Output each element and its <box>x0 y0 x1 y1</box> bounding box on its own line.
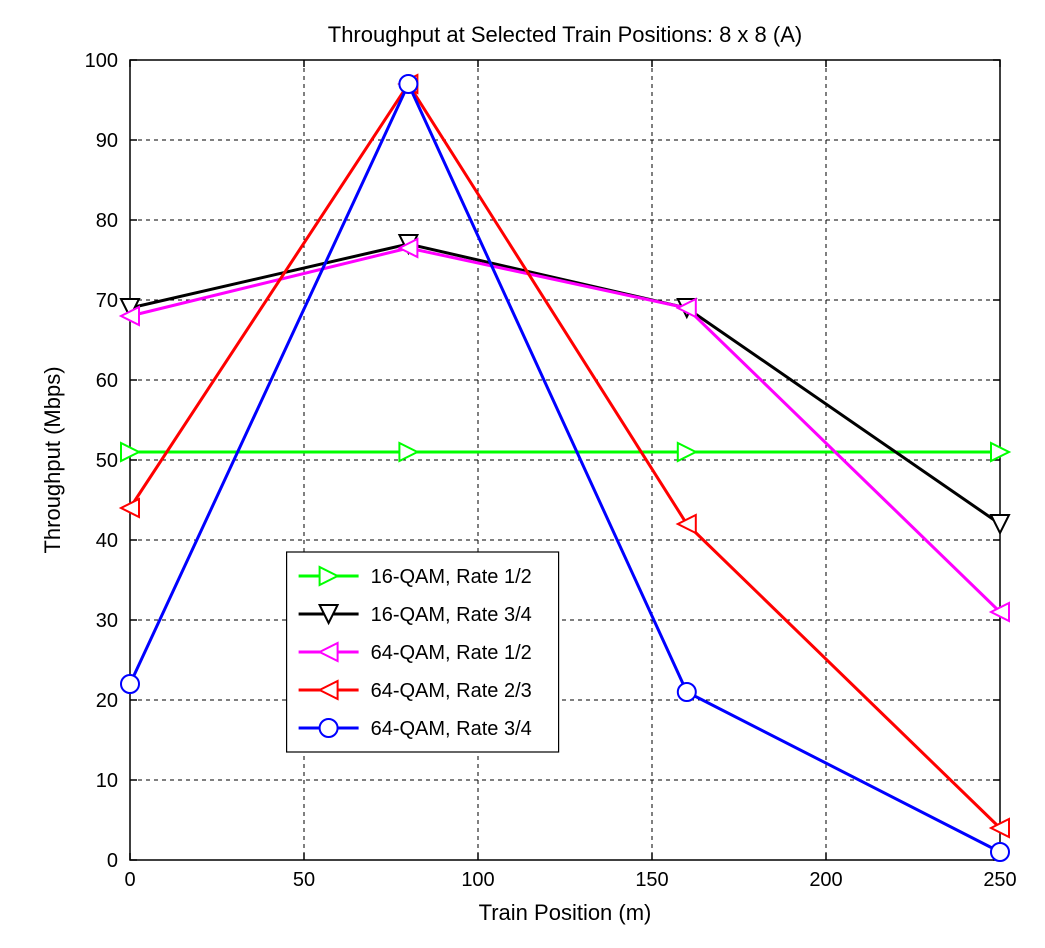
legend-label: 16-QAM, Rate 3/4 <box>371 604 532 626</box>
line-chart: 0 50 100 150 200 250 0 10 20 30 40 50 60 70 80 90 100 Thr… <box>0 0 1045 948</box>
y-tick-label: 80 <box>96 210 118 232</box>
legend: 16-QAM, Rate 1/2 16-QAM, Rate 3/4 64-QAM, … <box>287 552 559 752</box>
chart-title: Throughput at Selected Train Positions: … <box>328 22 802 47</box>
legend-label: 64-QAM, Rate 2/3 <box>371 680 532 702</box>
legend-label: 16-QAM, Rate 1/2 <box>371 566 532 588</box>
y-tick-label: 20 <box>96 690 118 712</box>
y-axis-label: Throughput (Mbps) <box>40 366 65 553</box>
x-tick-label: 50 <box>293 869 315 891</box>
x-axis-label: Train Position (m) <box>479 900 652 925</box>
y-tick-label: 10 <box>96 770 118 792</box>
x-tick-label: 100 <box>461 869 494 891</box>
y-tick-label: 30 <box>96 610 118 632</box>
chart-container: 0 50 100 150 200 250 0 10 20 30 40 50 60 70 80 90 100 Thr… <box>0 0 1045 948</box>
legend-label: 64-QAM, Rate 3/4 <box>371 718 532 740</box>
y-tick-label: 90 <box>96 130 118 152</box>
x-tick-label: 0 <box>124 869 135 891</box>
y-tick-label: 100 <box>85 50 118 72</box>
legend-label: 64-QAM, Rate 1/2 <box>371 642 532 664</box>
x-tick-label: 200 <box>809 869 842 891</box>
y-tick-label: 50 <box>96 450 118 472</box>
x-tick-label: 250 <box>983 869 1016 891</box>
y-tick-label: 60 <box>96 370 118 392</box>
y-tick-label: 0 <box>107 850 118 872</box>
y-tick-label: 40 <box>96 530 118 552</box>
y-tick-label: 70 <box>96 290 118 312</box>
x-tick-label: 150 <box>635 869 668 891</box>
